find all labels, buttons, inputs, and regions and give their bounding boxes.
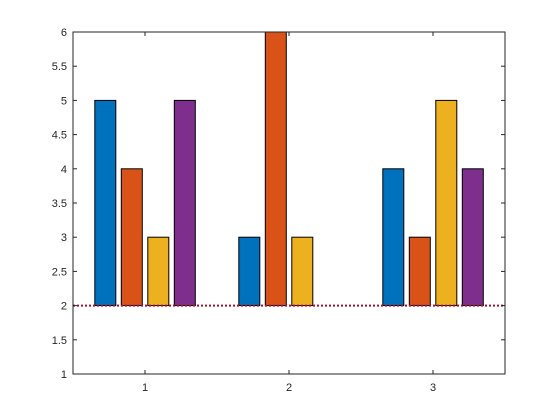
y-tick-label: 1 bbox=[61, 369, 67, 381]
y-tick-label: 4 bbox=[61, 164, 67, 176]
y-tick-label: 2 bbox=[61, 301, 67, 313]
bars-group bbox=[94, 31, 484, 307]
y-axis-ticks: 1 1.5 2 2.5 3 3.5 4 4.5 5 5.5 6 bbox=[52, 27, 505, 381]
y-tick-label: 4.5 bbox=[52, 130, 67, 142]
x-tick-label: 1 bbox=[142, 382, 148, 394]
bar-series3-cat3 bbox=[435, 99, 458, 307]
y-tick-label: 6 bbox=[61, 27, 67, 39]
bar-series2-cat2 bbox=[264, 31, 287, 307]
bar-series4-cat3 bbox=[461, 168, 484, 307]
y-tick-label: 2.5 bbox=[52, 266, 67, 278]
bar-series2-cat1 bbox=[120, 168, 143, 307]
x-tick-label: 3 bbox=[430, 382, 436, 394]
bar-series1-cat3 bbox=[382, 168, 405, 307]
x-tick-label: 2 bbox=[286, 382, 292, 394]
bar-series4-cat1 bbox=[173, 99, 196, 307]
y-tick-label: 1.5 bbox=[52, 335, 67, 347]
bar-series3-cat1 bbox=[147, 236, 170, 307]
y-tick-label: 5.5 bbox=[52, 61, 67, 73]
y-tick-label: 3 bbox=[61, 232, 67, 244]
bar-series2-cat3 bbox=[408, 236, 431, 307]
y-tick-label: 3.5 bbox=[52, 198, 67, 210]
bar-series1-cat2 bbox=[238, 236, 261, 307]
y-tick-label: 5 bbox=[61, 95, 67, 107]
x-axis-ticks: 1 2 3 bbox=[142, 32, 436, 394]
bar-series1-cat1 bbox=[94, 99, 117, 307]
bar-series3-cat2 bbox=[291, 236, 314, 307]
watermark: 知乎 @吃小羊 bbox=[466, 388, 548, 404]
